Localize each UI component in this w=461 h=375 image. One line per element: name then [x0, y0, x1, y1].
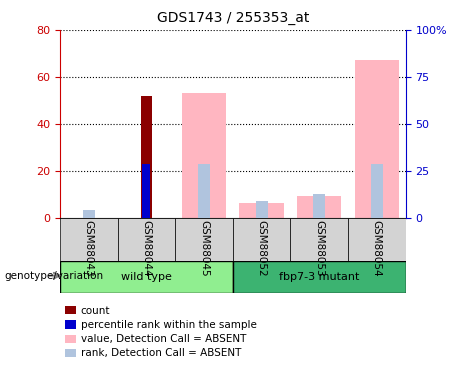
Text: GSM88053: GSM88053: [319, 217, 329, 274]
Bar: [198, 164, 210, 218]
Text: wild type: wild type: [121, 272, 172, 282]
Text: GSM88044: GSM88044: [146, 217, 156, 274]
Bar: [83, 210, 95, 218]
Text: GSM88043: GSM88043: [84, 220, 94, 276]
Text: percentile rank within the sample: percentile rank within the sample: [81, 320, 257, 330]
Text: GSM88054: GSM88054: [372, 220, 382, 276]
Text: fbp7-3 mutant: fbp7-3 mutant: [279, 272, 360, 282]
Bar: [141, 96, 152, 218]
Text: rank, Detection Call = ABSENT: rank, Detection Call = ABSENT: [81, 348, 241, 358]
Bar: [142, 164, 150, 218]
Text: GSM88043: GSM88043: [89, 217, 99, 274]
Bar: [371, 164, 383, 218]
Bar: [233, 217, 290, 261]
Bar: [348, 217, 406, 261]
Bar: [297, 196, 342, 217]
Bar: [290, 217, 348, 261]
Bar: [255, 201, 268, 217]
Text: GSM88045: GSM88045: [199, 220, 209, 276]
Bar: [60, 217, 118, 261]
Bar: [313, 194, 325, 217]
Text: GSM88052: GSM88052: [262, 217, 272, 274]
Text: genotype/variation: genotype/variation: [5, 271, 104, 280]
Text: GSM88045: GSM88045: [204, 217, 214, 274]
Text: count: count: [81, 306, 110, 315]
Bar: [175, 217, 233, 261]
Text: GSM88053: GSM88053: [314, 220, 324, 276]
Text: GSM88052: GSM88052: [257, 220, 266, 276]
Bar: [233, 261, 406, 292]
Title: GDS1743 / 255353_at: GDS1743 / 255353_at: [157, 11, 309, 25]
Text: GSM88054: GSM88054: [377, 217, 387, 274]
Bar: [118, 217, 175, 261]
Bar: [182, 93, 226, 218]
Text: value, Detection Call = ABSENT: value, Detection Call = ABSENT: [81, 334, 246, 344]
Bar: [355, 60, 399, 217]
Bar: [60, 261, 233, 292]
Bar: [239, 203, 284, 217]
Text: GSM88044: GSM88044: [142, 220, 151, 276]
